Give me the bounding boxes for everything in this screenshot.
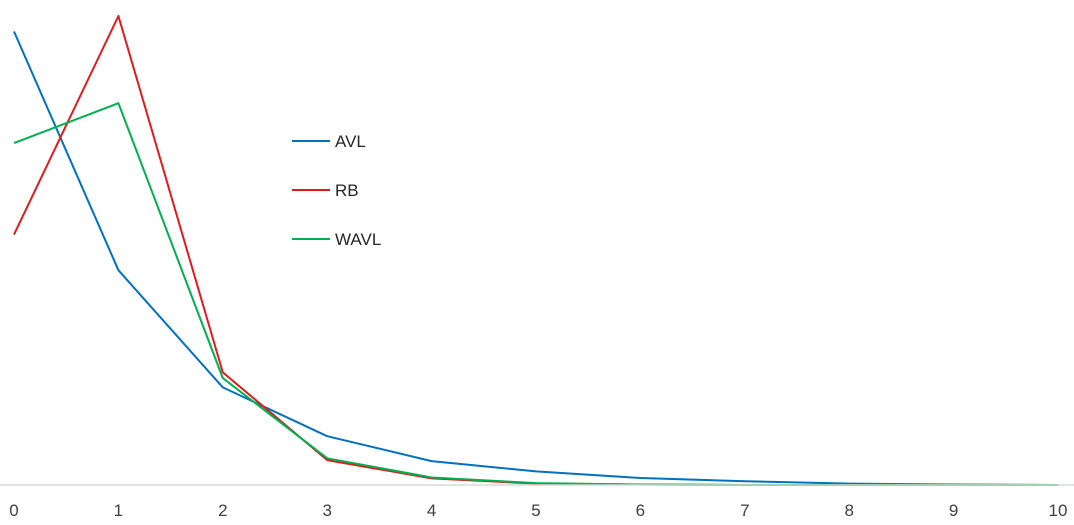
x-tick-label: 1	[114, 501, 123, 520]
legend-item-avl: AVL	[292, 132, 366, 151]
series-line-wavl	[13, 102, 1058, 486]
legend-label: RB	[335, 181, 359, 200]
series-line-rb	[13, 15, 1058, 486]
x-axis-tick-labels: 0 1 2 3 4 5 6 7 8 9 10	[9, 501, 1067, 520]
series-layer	[13, 15, 1059, 486]
x-tick-label: 10	[1049, 501, 1068, 520]
x-tick-label: 9	[949, 501, 958, 520]
series-line-avl	[13, 31, 1059, 486]
legend-item-wavl: WAVL	[292, 230, 381, 249]
x-tick-label: 2	[218, 501, 227, 520]
x-tick-label: 8	[844, 501, 853, 520]
legend: AVL RB WAVL	[292, 132, 381, 249]
x-tick-label: 5	[531, 501, 540, 520]
legend-item-rb: RB	[292, 181, 359, 200]
legend-label: WAVL	[335, 230, 381, 249]
x-tick-label: 7	[740, 501, 749, 520]
x-tick-label: 4	[427, 501, 436, 520]
legend-label: AVL	[335, 132, 366, 151]
x-tick-label: 3	[322, 501, 331, 520]
x-tick-label: 6	[636, 501, 645, 520]
x-tick-label: 0	[9, 501, 18, 520]
